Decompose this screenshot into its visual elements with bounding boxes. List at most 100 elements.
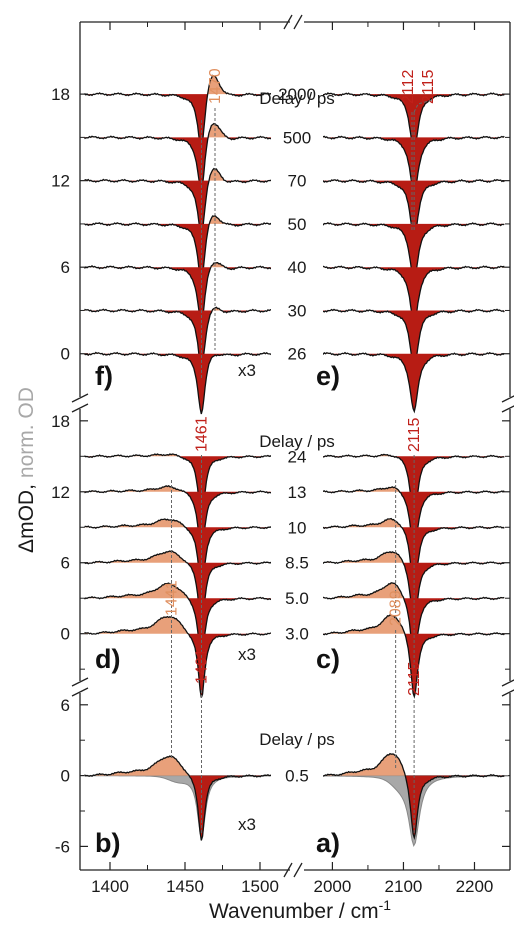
trace-middle-L-5-line (84, 615, 286, 698)
y-axis-title-secondary: norm. OD (15, 387, 38, 478)
delay-label-top: 26 (288, 345, 307, 364)
delay-label-middle: 13 (288, 483, 307, 502)
delay-label-bg (271, 765, 323, 786)
y-axis-title: ΔmOD, norm. OD (15, 387, 38, 553)
trace-middle-L-2-bleach (84, 527, 286, 592)
trace-middle-R-4-induced (309, 582, 505, 599)
x-axis-title: Wavenumber / cm-1 (209, 897, 391, 923)
spectra-traces (84, 74, 509, 847)
trace-top-R-2-bleach (309, 180, 505, 239)
trace-top-R-6-line (309, 351, 505, 414)
trace-middle-R-4-line (309, 582, 505, 662)
delay-title-bottom: Delay / ps (259, 730, 335, 749)
multiplier-label-top: x3 (238, 361, 256, 380)
delay-label-bottom: 0.5 (285, 767, 309, 786)
trace-middle-L-0-line (84, 453, 286, 523)
trace-top-R-0-bleach (309, 94, 505, 152)
trace-middle-L-3-line (84, 550, 286, 629)
trace-top-R-1-line (309, 135, 505, 197)
delay-title-top: Delay / ps (259, 89, 335, 108)
trace-top-L-4-line (84, 262, 286, 326)
trace-bottom-R-0-induced (309, 753, 505, 776)
trace-top-L-2-induced (84, 168, 286, 181)
trace-top-R-2-line (309, 178, 505, 240)
delay-label-top: 500 (283, 128, 311, 147)
x-tick-label: 1500 (241, 877, 279, 896)
delay-label-middle: 3.0 (285, 625, 309, 644)
peak-label-2089: 2089 (388, 590, 405, 626)
trace-top-R-1-bleach (309, 137, 505, 195)
delay-label-middle: 8.5 (285, 554, 309, 573)
panel-letter-bottom-left: b) (95, 828, 120, 858)
multiplier-label-bottom: x3 (238, 815, 256, 834)
trace-middle-R-3-induced (309, 551, 505, 563)
trace-middle-L-2-line (84, 518, 286, 594)
trace-middle-R-2-line (309, 517, 505, 594)
trace-top-L-1-line (84, 122, 286, 194)
trace-top-R-5-line (309, 308, 505, 370)
y-tick-label: 6 (61, 554, 70, 573)
trace-top-R-6-bleach (309, 353, 505, 412)
break-mark-top (283, 14, 303, 30)
trace-top-R-3-bleach (309, 223, 505, 282)
trace-middle-R-0-bleach (309, 456, 505, 521)
trace-top-L-2-line (84, 167, 286, 237)
trace-top-L-3-line (84, 214, 286, 282)
y-tick-label: -6 (55, 837, 70, 856)
trace-middle-R-1-bleach (309, 491, 505, 556)
trace-middle-R-5-induced (309, 614, 505, 634)
trace-top-L-3-bleach (84, 223, 286, 282)
panel-letter-top-right: e) (316, 361, 340, 391)
delay-label-bg (271, 552, 323, 573)
y-tick-label: 0 (61, 767, 70, 786)
peak-label-1461-mid: 1461 (194, 416, 211, 452)
y-tick-label: 0 (61, 625, 70, 644)
delay-label-bg (271, 300, 323, 321)
delay-label-middle: 10 (288, 518, 307, 537)
y-tick-label: 6 (61, 696, 70, 715)
trace-top-R-3-line (309, 222, 505, 284)
delay-label-top: 70 (288, 172, 307, 191)
break-mark-left-1 (71, 393, 89, 413)
trace-top-R-5-bleach (309, 310, 505, 369)
trace-top-R-4-line (309, 265, 505, 327)
y-tick-label: 6 (61, 258, 70, 277)
trace-middle-L-1-line (84, 485, 286, 557)
delay-label-bg (271, 170, 323, 191)
trace-top-L-0-induced (84, 75, 286, 95)
x-axis-title-sup: -1 (379, 897, 392, 913)
break-mark-left-2 (71, 677, 89, 697)
axis-break-marks (71, 14, 514, 878)
trace-bottom-L-0-line (84, 755, 286, 841)
y-tick-label: 18 (51, 412, 70, 431)
x-tick-label: 2200 (456, 877, 494, 896)
peak-label-1441: 1441 (164, 580, 181, 616)
trace-middle-L-0-bleach (84, 456, 286, 522)
delay-label-bg (271, 257, 323, 278)
panel-letter-top-left: f) (95, 361, 113, 391)
x-tick-label: 2100 (385, 877, 423, 896)
x-tick-label: 1450 (166, 877, 204, 896)
delay-label-bg (271, 127, 323, 148)
x-tick-label: 1400 (91, 877, 129, 896)
trace-bottom-L-0-induced (84, 755, 286, 776)
trace-middle-L-1-bleach (84, 491, 286, 557)
panel-letter-middle-left: d) (95, 644, 120, 674)
y-tick-label: 18 (51, 85, 70, 104)
trace-top-L-0-line (84, 74, 286, 151)
trace-top-L-5-line (84, 306, 286, 371)
peak-label-2112: 2112 (400, 69, 417, 104)
peak-label-2115-bot: 2115 (406, 661, 423, 696)
y-tick-label: 12 (51, 483, 70, 502)
trace-middle-R-1-line (309, 486, 505, 556)
delay-label-bg (271, 213, 323, 234)
multiplier-label-middle: x3 (238, 645, 256, 664)
delay-label-bg (271, 517, 323, 538)
delay-label-bg (271, 446, 323, 467)
delay-label-middle: 24 (288, 447, 307, 466)
tick-marks: 1400 1450 1500 2000 2100 2200 18 12 6 0 18 12 6 0 6 0 -6 (51, 22, 510, 896)
delay-label-top: 50 (288, 215, 307, 234)
trace-top-R-4-bleach (309, 267, 505, 325)
trace-bottom-R-0-line (309, 752, 505, 841)
trace-middle-L-5-induced (84, 616, 286, 634)
